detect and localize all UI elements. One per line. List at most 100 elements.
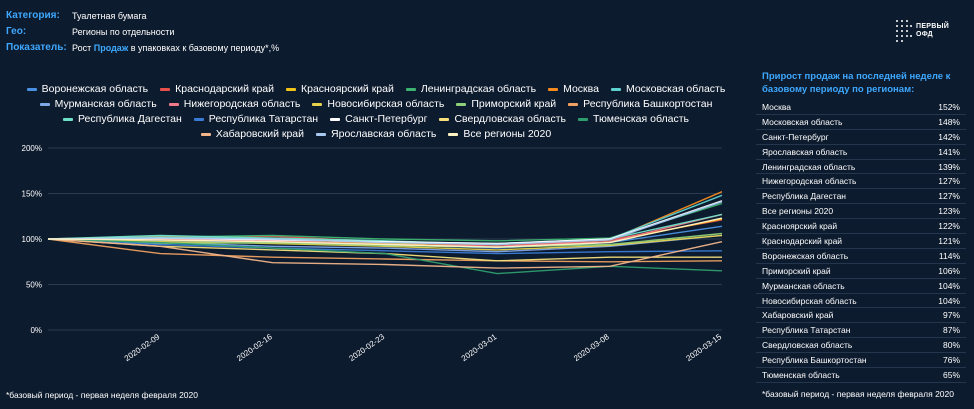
- list-item: Московская область 148%: [756, 115, 966, 130]
- region-value: 127%: [938, 176, 960, 187]
- list-item: Все регионы 2020 123%: [756, 204, 966, 220]
- region-value: 142%: [938, 131, 960, 142]
- series-line: [47, 217, 723, 248]
- y-tick-label: 100%: [22, 235, 42, 244]
- geo-value[interactable]: Регионы по отдельности: [72, 27, 175, 37]
- y-tick-label: 200%: [22, 144, 42, 153]
- legend-item[interactable]: Санкт-Петербург: [330, 112, 427, 127]
- legend-item[interactable]: Все регионы 2020: [448, 127, 551, 142]
- region-name: Республика Дагестан: [762, 191, 847, 202]
- list-item: Нижегородская область 127%: [756, 174, 966, 190]
- legend-swatch: [63, 118, 73, 121]
- region-name: Республика Башкортостан: [762, 355, 867, 366]
- legend-swatch: [568, 103, 579, 106]
- legend-item[interactable]: Новосибирская область: [312, 97, 444, 112]
- legend-item[interactable]: Приморский край: [456, 97, 556, 112]
- legend-item[interactable]: Свердловская область: [439, 112, 566, 127]
- legend-item[interactable]: Хабаровский край: [200, 127, 304, 142]
- region-value: 104%: [938, 280, 960, 291]
- geo-label: Гео:: [6, 26, 27, 37]
- region-value: 127%: [938, 191, 960, 202]
- logo: ПЕРВЫЙ ОФД: [896, 20, 949, 42]
- region-value: 123%: [938, 206, 960, 217]
- series-line: [47, 238, 723, 269]
- list-item: Ярославская область 141%: [756, 145, 966, 160]
- category-value[interactable]: Туалетная бумага: [72, 11, 147, 21]
- region-name: Москва: [762, 101, 792, 112]
- region-value: 122%: [938, 221, 960, 232]
- indicator-post: в упаковках к базовому периоду*,%: [128, 43, 280, 53]
- x-tick-label: 2020-03-01: [460, 332, 499, 363]
- region-name: Хабаровский край: [762, 310, 834, 321]
- y-tick-label: 150%: [22, 190, 42, 199]
- region-name: Санкт-Петербург: [762, 131, 829, 142]
- region-value: 121%: [938, 235, 960, 246]
- legend-swatch: [439, 118, 450, 121]
- logo-line2: ОФД: [916, 31, 933, 38]
- legend-item[interactable]: Красноярский край: [286, 82, 394, 97]
- series-line: [47, 201, 723, 246]
- sidebar-title: Прирост продаж на последней неделе к баз…: [762, 71, 951, 95]
- legend-item[interactable]: Москва: [548, 82, 599, 97]
- region-name: Республика Татарстан: [762, 325, 851, 336]
- legend-swatch: [26, 88, 37, 91]
- list-item: Новосибирская область 104%: [756, 294, 966, 309]
- legend-label: Свердловская область: [454, 113, 567, 125]
- indicator-value[interactable]: Рост Продаж в упаковках к базовому перио…: [72, 40, 279, 56]
- region-name: Ярославская область: [762, 146, 848, 157]
- list-item: Республика Башкортостан 76%: [756, 353, 966, 369]
- indicator-pre: Рост: [72, 43, 94, 53]
- legend-label: Тюменская область: [593, 113, 689, 125]
- legend-item[interactable]: Республика Татарстан: [193, 112, 319, 127]
- list-item: Хабаровский край 97%: [756, 308, 966, 324]
- legend-item[interactable]: Воронежская область: [26, 82, 149, 97]
- category-row: Категория: Туалетная бумага: [6, 8, 279, 24]
- legend-label: Краснодарский край: [175, 83, 275, 95]
- legend-label: Ярославская область: [331, 128, 437, 140]
- x-tick-label: 2020-02-23: [347, 332, 386, 363]
- legend-swatch: [548, 88, 559, 91]
- legend-swatch: [610, 88, 621, 91]
- legend-item[interactable]: Мурманская область: [39, 97, 157, 112]
- legend-item[interactable]: Нижегородская область: [168, 97, 300, 112]
- line-chart: 0% 50% 100% 150% 200% 2020-02-09 2020-02-16 202…: [22, 144, 724, 363]
- legend-item[interactable]: Ленинградская область: [405, 82, 537, 97]
- series-line: [47, 232, 723, 248]
- region-name: Краснодарский край: [762, 235, 843, 246]
- region-value: 106%: [938, 265, 960, 276]
- legend-swatch: [160, 88, 171, 91]
- y-tick-label: 50%: [26, 281, 42, 290]
- indicator-label: Показатель:: [6, 42, 67, 53]
- list-item: Свердловская область 80%: [756, 338, 966, 354]
- category-label: Категория:: [6, 10, 60, 21]
- legend-label: Мурманская область: [54, 98, 157, 110]
- legend-label: Воронежская область: [41, 83, 149, 95]
- series-line: [47, 238, 723, 263]
- legend-swatch: [286, 88, 297, 91]
- sidebar-ranking: Прирост продаж на последней неделе к баз…: [756, 70, 966, 399]
- x-tick-label: 2020-03-15: [684, 332, 723, 363]
- legend-item[interactable]: Республика Дагестан: [63, 112, 182, 127]
- list-item: Воронежская область 114%: [756, 249, 966, 264]
- region-name: Московская область: [762, 116, 843, 127]
- legend-label: Москва: [563, 83, 599, 95]
- region-value: 97%: [942, 310, 960, 321]
- legend-item[interactable]: Московская область: [610, 82, 726, 97]
- list-item: Мурманская область 104%: [756, 279, 966, 294]
- legend-item[interactable]: Тюменская область: [578, 112, 689, 127]
- region-value: 76%: [942, 355, 960, 366]
- sidebar-rows: Москва 152% Московская область 148% Санкт-Пе…: [756, 100, 966, 383]
- legend-item[interactable]: Краснодарский край: [160, 82, 274, 97]
- region-name: Красноярский край: [762, 221, 838, 232]
- legend-item[interactable]: Республика Башкортостан: [568, 97, 712, 112]
- legend-swatch: [456, 103, 467, 106]
- x-tick-label: 2020-03-08: [572, 332, 611, 363]
- region-name: Тюменская область: [762, 369, 840, 380]
- region-name: Воронежская область: [762, 250, 849, 261]
- legend-label: Ленинградская область: [420, 83, 537, 95]
- legend-item[interactable]: Ярославская область: [316, 127, 436, 142]
- x-tick-label: 2020-02-16: [235, 332, 274, 363]
- region-name: Все регионы 2020: [762, 206, 834, 217]
- legend-label: Республика Татарстан: [208, 113, 319, 125]
- legend-label: Московская область: [625, 83, 726, 95]
